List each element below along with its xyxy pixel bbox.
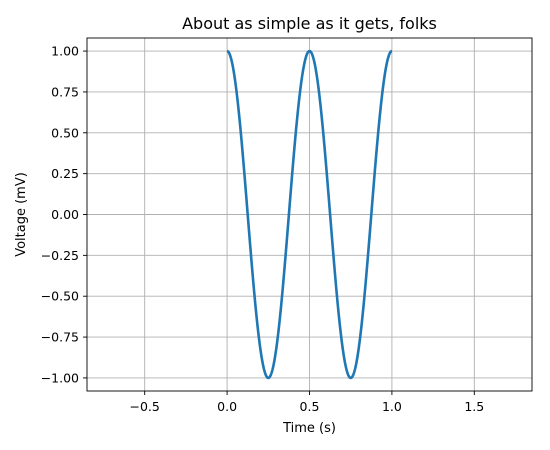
grid-lines xyxy=(87,38,532,391)
x-ticks: −0.5 0.0 0.5 1.0 1.5 xyxy=(130,391,484,414)
chart-title: About as simple as it gets, folks xyxy=(182,14,437,33)
x-tick-label: 1.0 xyxy=(382,399,402,414)
y-tick-label: −0.75 xyxy=(41,330,79,345)
y-tick-label: 0.25 xyxy=(51,166,79,181)
series-layer xyxy=(226,49,393,380)
y-tick-label: −1.00 xyxy=(41,370,79,385)
x-tick-label: 1.5 xyxy=(464,399,484,414)
y-ticks: 1.00 0.75 0.50 0.25 0.00 −0.25 −0.50 −0.75 −1.00 xyxy=(41,44,87,385)
y-tick-label: −0.50 xyxy=(41,289,79,304)
x-tick-label: 0.5 xyxy=(300,399,320,414)
x-tick-label: −0.5 xyxy=(130,399,160,414)
y-tick-label: 0.75 xyxy=(51,84,79,99)
x-axis-label: Time (s) xyxy=(282,421,336,436)
y-tick-label: 1.00 xyxy=(51,44,79,59)
series-line xyxy=(226,49,393,380)
y-tick-label: 0.50 xyxy=(51,125,79,140)
y-axis-label: Voltage (mV) xyxy=(14,172,29,257)
y-tick-label: 0.00 xyxy=(51,207,79,222)
y-tick-label: −0.25 xyxy=(41,248,79,263)
x-tick-label: 0.0 xyxy=(217,399,237,414)
